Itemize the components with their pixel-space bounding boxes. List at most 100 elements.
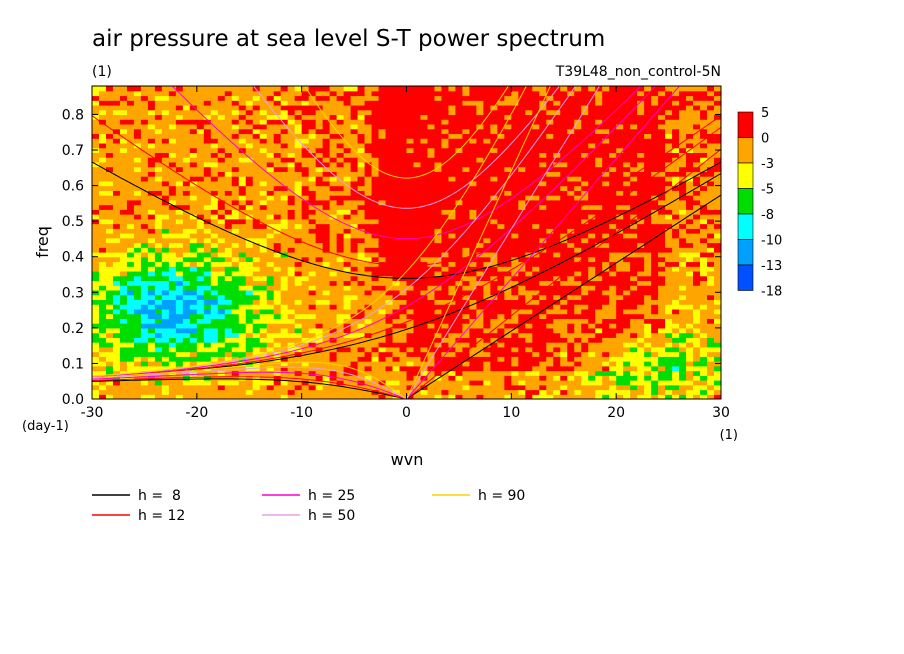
field-cell	[364, 138, 373, 144]
field-cell	[294, 280, 303, 286]
field-cell	[315, 161, 324, 168]
field-cell	[189, 337, 198, 343]
field-cell	[112, 176, 121, 182]
field-cell	[413, 147, 422, 153]
field-cell	[602, 123, 610, 130]
field-cell	[273, 313, 282, 319]
field-cell	[182, 313, 191, 319]
field-cell	[189, 123, 198, 130]
field-cell	[147, 337, 156, 343]
field-cell	[343, 289, 352, 296]
field-cell	[92, 294, 100, 301]
field-cell	[497, 176, 505, 182]
field-cell	[392, 251, 401, 258]
field-cell	[175, 233, 184, 239]
field-cell	[476, 209, 484, 215]
field-cell	[196, 361, 205, 367]
field-cell	[546, 133, 554, 139]
field-cell	[112, 185, 121, 191]
field-cell	[133, 299, 142, 305]
field-cell	[245, 332, 254, 338]
field-cell	[476, 152, 484, 158]
field-cell	[490, 95, 498, 101]
field-cell	[133, 119, 142, 125]
field-cell	[441, 375, 450, 381]
field-cell	[147, 104, 156, 111]
field-cell	[182, 351, 191, 357]
field-cell	[609, 218, 617, 225]
field-cell	[315, 275, 324, 282]
field-cell	[280, 128, 289, 135]
field-cell	[490, 109, 498, 116]
field-cell	[210, 285, 219, 291]
field-cell	[441, 289, 450, 296]
field-cell	[112, 199, 121, 206]
field-cell	[231, 100, 240, 106]
field-cell	[245, 308, 254, 315]
field-cell	[301, 294, 310, 301]
field-cell	[217, 270, 226, 277]
field-cell	[462, 275, 470, 282]
field-cell	[602, 218, 610, 225]
field-cell	[126, 171, 135, 177]
field-cell	[588, 256, 596, 263]
field-cell	[133, 294, 142, 301]
field-cell	[140, 380, 149, 386]
field-cell	[133, 228, 142, 234]
field-cell	[287, 86, 296, 92]
field-cell	[112, 247, 121, 253]
field-cell	[392, 375, 401, 381]
field-cell	[259, 384, 268, 391]
field-cell	[203, 342, 212, 348]
field-cell	[371, 199, 380, 206]
field-cell	[350, 157, 359, 163]
field-cell	[245, 195, 254, 201]
field-cell	[392, 152, 401, 158]
field-cell	[448, 190, 457, 196]
field-cell	[539, 308, 547, 315]
field-cell	[553, 180, 561, 187]
field-cell	[392, 195, 401, 201]
field-cell	[490, 147, 498, 153]
field-cell	[119, 251, 128, 258]
field-cell	[588, 384, 596, 391]
field-cell	[399, 204, 408, 210]
field-cell	[259, 351, 268, 357]
field-cell	[182, 389, 191, 395]
field-cell	[504, 180, 512, 187]
field-cell	[371, 190, 380, 196]
field-cell	[378, 275, 387, 282]
field-cell	[189, 171, 198, 177]
field-cell	[231, 161, 240, 168]
field-cell	[238, 342, 247, 348]
field-cell	[224, 266, 233, 272]
field-cell	[126, 128, 135, 135]
field-cell	[392, 233, 401, 239]
field-cell	[427, 214, 436, 220]
field-cell	[322, 356, 331, 362]
field-cell	[609, 180, 617, 187]
field-cell	[399, 228, 408, 234]
field-cell	[182, 384, 191, 391]
field-cell	[98, 275, 107, 282]
field-cell	[161, 251, 170, 258]
field-cell	[567, 119, 575, 125]
field-cell	[567, 313, 575, 319]
field-cell	[266, 313, 275, 319]
field-cell	[588, 180, 596, 187]
field-cell	[567, 157, 575, 163]
field-cell	[518, 142, 526, 149]
field-cell	[434, 161, 443, 168]
field-cell	[609, 384, 617, 391]
field-cell	[238, 323, 247, 329]
field-cell	[385, 185, 394, 191]
field-cell	[294, 128, 303, 135]
field-cell	[112, 114, 121, 120]
field-cell	[329, 218, 338, 225]
field-cell	[588, 313, 596, 319]
field-cell	[147, 133, 156, 139]
field-cell	[189, 361, 198, 367]
field-cell	[595, 147, 603, 153]
field-cell	[455, 370, 464, 376]
field-cell	[497, 100, 505, 106]
